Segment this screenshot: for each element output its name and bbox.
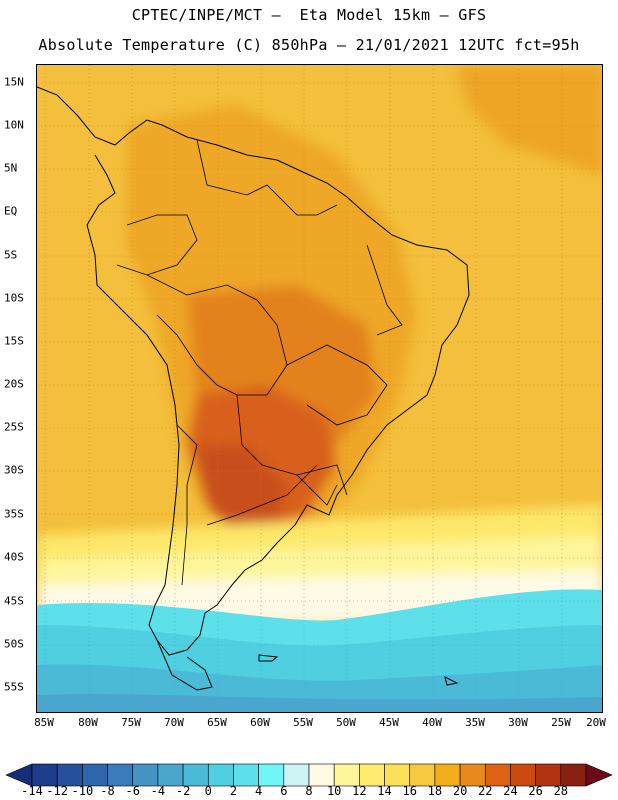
- lat-label: 5S: [4, 248, 18, 262]
- colorbar-box: [409, 763, 436, 787]
- lon-label: 20W: [586, 716, 606, 729]
- lat-label: 10N: [4, 118, 24, 132]
- colorbar-box: [459, 763, 486, 787]
- map-title-line-1: CPTEC/INPE/MCT – Eta Model 15km – GFS: [131, 6, 487, 24]
- colorbar-label: 10: [326, 784, 342, 798]
- lon-label: 40W: [422, 716, 442, 729]
- lon-label: 60W: [250, 716, 270, 729]
- colorbar-label: -10: [71, 784, 94, 798]
- colorbar-box: [132, 763, 159, 787]
- temperature-map: [36, 64, 603, 713]
- lat-label: 10S: [4, 291, 24, 305]
- colorbar-box: [283, 763, 310, 787]
- lat-label: 35S: [4, 507, 24, 521]
- colorbar-box: [484, 763, 511, 787]
- colorbar-label: -4: [150, 784, 166, 798]
- colorbar-label: 26: [528, 784, 543, 798]
- lat-label: 50S: [4, 637, 24, 651]
- colorbar-label: 8: [305, 784, 313, 798]
- lon-label: 75W: [121, 716, 141, 729]
- colorbar-box: [56, 763, 83, 787]
- lat-label: 5N: [4, 161, 18, 175]
- colorbar-label: -6: [125, 784, 140, 798]
- colorbar-box: [233, 763, 259, 787]
- lat-label: EQ: [4, 204, 18, 218]
- lat-label: 20S: [4, 377, 24, 391]
- colorbar-box: [182, 763, 209, 787]
- colorbar-label: 6: [280, 784, 288, 798]
- lon-label: 80W: [78, 716, 98, 729]
- colorbar-label: 4: [255, 784, 263, 798]
- colorbar-label: 12: [352, 784, 367, 798]
- lon-label: 25W: [551, 716, 571, 729]
- colorbar-label: 16: [402, 784, 417, 798]
- colorbar-box: [107, 763, 134, 787]
- colorbar-box: [434, 763, 461, 787]
- lon-label: 55W: [293, 716, 313, 729]
- lat-label: 25S: [4, 420, 24, 434]
- colorbar-label: 24: [503, 784, 518, 798]
- temperature-field: [37, 65, 602, 712]
- colorbar-box: [384, 763, 411, 787]
- colorbar-label: 28: [553, 784, 569, 798]
- lon-label: 35W: [465, 716, 485, 729]
- lon-label: 50W: [336, 716, 356, 729]
- colorbar-box: [560, 763, 587, 787]
- colorbar-label: -8: [100, 784, 115, 798]
- colorbar-box: [359, 763, 385, 787]
- colorbar-label: 20: [452, 784, 468, 798]
- colorbar-label: -14: [21, 784, 43, 798]
- colorbar-box: [82, 763, 108, 787]
- coastline: [37, 86, 470, 691]
- colorbar-box: [157, 763, 184, 787]
- colorbar-box: [510, 763, 536, 787]
- colorbar-boxes: [31, 763, 587, 787]
- lat-label: 40S: [4, 550, 24, 564]
- colorbar-under-arrow: [5, 763, 33, 787]
- colorbar-label: 2: [229, 784, 238, 798]
- colorbar-label: 18: [427, 784, 443, 798]
- lat-lon-grid: [37, 65, 602, 712]
- colorbar-over-arrow: [585, 763, 613, 787]
- lat-label: 15N: [4, 75, 24, 89]
- temperature-map-svg: [37, 65, 602, 712]
- lat-label: 55S: [4, 680, 24, 694]
- colorbar-label: 14: [377, 784, 392, 798]
- colorbar-box: [535, 763, 562, 787]
- colorbar-box: [333, 763, 360, 787]
- colorbar-label: 22: [478, 784, 493, 798]
- lon-label: 85W: [34, 716, 54, 729]
- lon-label: 30W: [508, 716, 528, 729]
- lon-label: 65W: [207, 716, 227, 729]
- colorbar-box: [31, 763, 58, 787]
- colorbar-box: [207, 763, 234, 787]
- temperature-colorbar: [5, 763, 613, 787]
- colorbar-label: -12: [46, 784, 69, 798]
- lat-label: 30S: [4, 463, 24, 477]
- map-title-line-2: Absolute Temperature (C) 850hPa – 21/01/…: [38, 36, 580, 54]
- lat-label: 45S: [4, 594, 24, 608]
- colorbar-box: [308, 763, 335, 787]
- colorbar-label: 0: [204, 784, 212, 798]
- colorbar-label: -2: [175, 784, 191, 798]
- lon-label: 70W: [164, 716, 184, 729]
- lon-label: 45W: [379, 716, 399, 729]
- lat-label: 15S: [4, 334, 24, 348]
- colorbar-box: [258, 763, 285, 787]
- country-borders: [116, 139, 403, 586]
